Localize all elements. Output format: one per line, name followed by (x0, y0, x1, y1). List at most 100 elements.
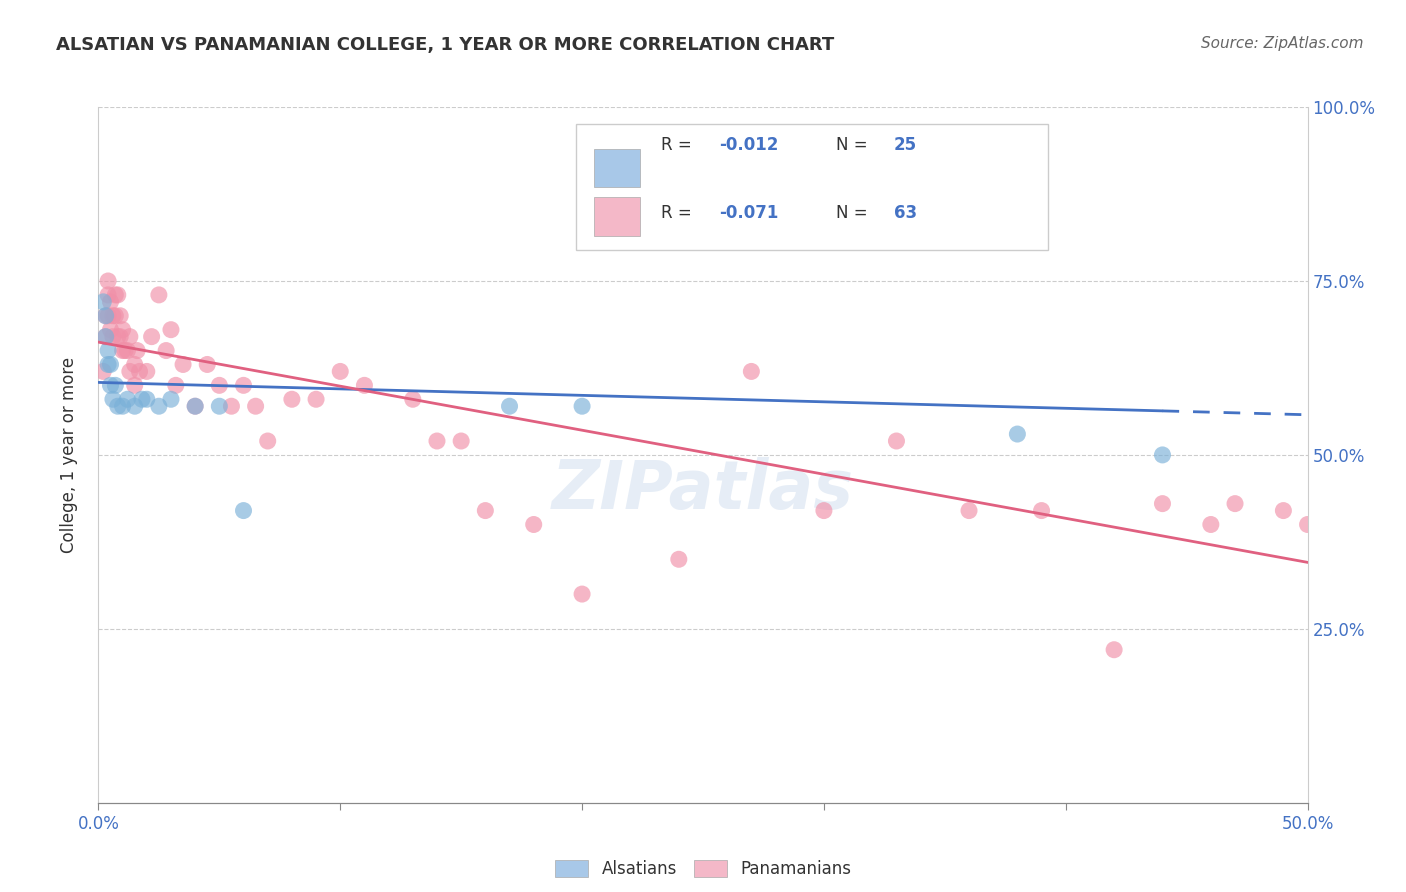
Point (160, 323, 183, 337)
Point (97, 288, 120, 302)
Point (1223, 497, 1246, 511)
Point (155, 343, 177, 358)
Text: -0.071: -0.071 (718, 203, 778, 222)
Point (117, 392, 139, 407)
Text: -0.012: -0.012 (718, 136, 778, 154)
Text: ALSATIAN VS PANAMANIAN COLLEGE, 1 YEAR OR MORE CORRELATION CHART: ALSATIAN VS PANAMANIAN COLLEGE, 1 YEAR O… (56, 36, 835, 54)
Point (329, 364, 352, 378)
Point (94, 329, 117, 343)
Text: 63: 63 (894, 203, 917, 222)
Point (523, 517, 546, 532)
Point (668, 552, 690, 566)
Point (195, 358, 218, 372)
Point (100, 358, 122, 372)
Point (94, 329, 117, 343)
Point (184, 399, 207, 413)
Point (1031, 503, 1053, 517)
Point (716, 219, 738, 233)
Bar (595, 149, 640, 187)
Point (111, 323, 134, 337)
Point (118, 364, 141, 378)
Point (94, 309, 117, 323)
Point (245, 399, 267, 413)
Point (402, 392, 425, 407)
Point (97, 274, 120, 288)
Point (108, 329, 131, 343)
Point (595, 169, 617, 184)
Point (135, 392, 157, 407)
Point (117, 343, 139, 358)
Point (97, 358, 120, 372)
FancyBboxPatch shape (576, 124, 1047, 250)
Point (1007, 427, 1029, 442)
Point (165, 378, 187, 392)
Point (1102, 642, 1125, 657)
Point (740, 364, 762, 378)
Point (91, 294, 114, 309)
Text: R =: R = (661, 136, 697, 154)
Point (128, 364, 150, 378)
Point (160, 392, 183, 407)
Point (124, 399, 146, 413)
Text: Source: ZipAtlas.com: Source: ZipAtlas.com (1201, 36, 1364, 51)
Point (124, 358, 146, 372)
Point (124, 378, 146, 392)
Text: N =: N = (837, 136, 873, 154)
Point (256, 434, 278, 448)
Point (148, 288, 170, 302)
Point (208, 378, 231, 392)
Point (107, 329, 129, 343)
Point (221, 399, 243, 413)
Point (1152, 448, 1174, 462)
Point (104, 288, 127, 302)
Point (104, 309, 127, 323)
Point (232, 378, 254, 392)
Point (957, 503, 980, 517)
Point (118, 329, 141, 343)
Bar (595, 197, 640, 235)
Point (127, 343, 149, 358)
Point (100, 323, 122, 337)
Point (305, 392, 328, 407)
Point (1199, 517, 1222, 532)
Point (101, 329, 124, 343)
Point (450, 434, 472, 448)
Text: 25: 25 (894, 136, 917, 154)
Point (101, 309, 124, 323)
Point (135, 364, 157, 378)
Point (101, 392, 124, 407)
Point (100, 294, 122, 309)
Point (232, 503, 254, 517)
Point (104, 378, 127, 392)
Text: N =: N = (837, 203, 873, 222)
Point (571, 399, 593, 413)
Y-axis label: College, 1 year or more: College, 1 year or more (59, 357, 77, 553)
Point (571, 587, 593, 601)
Point (1152, 497, 1174, 511)
Point (426, 434, 449, 448)
Point (474, 503, 496, 517)
Point (107, 288, 129, 302)
Text: R =: R = (661, 203, 697, 222)
Point (184, 399, 207, 413)
Point (498, 399, 520, 413)
Point (131, 392, 153, 407)
Point (281, 392, 304, 407)
Point (107, 399, 129, 413)
Point (813, 503, 835, 517)
Point (97, 343, 120, 358)
Point (886, 434, 908, 448)
Point (141, 329, 163, 343)
Point (114, 343, 136, 358)
Point (91, 364, 114, 378)
Point (208, 399, 231, 413)
Text: ZIPatlas: ZIPatlas (553, 457, 853, 523)
Point (111, 399, 134, 413)
Point (100, 378, 122, 392)
Point (148, 399, 170, 413)
Point (353, 378, 375, 392)
Point (94, 309, 117, 323)
Point (111, 343, 134, 358)
Point (172, 358, 194, 372)
Legend: Alsatians, Panamanians: Alsatians, Panamanians (548, 854, 858, 885)
